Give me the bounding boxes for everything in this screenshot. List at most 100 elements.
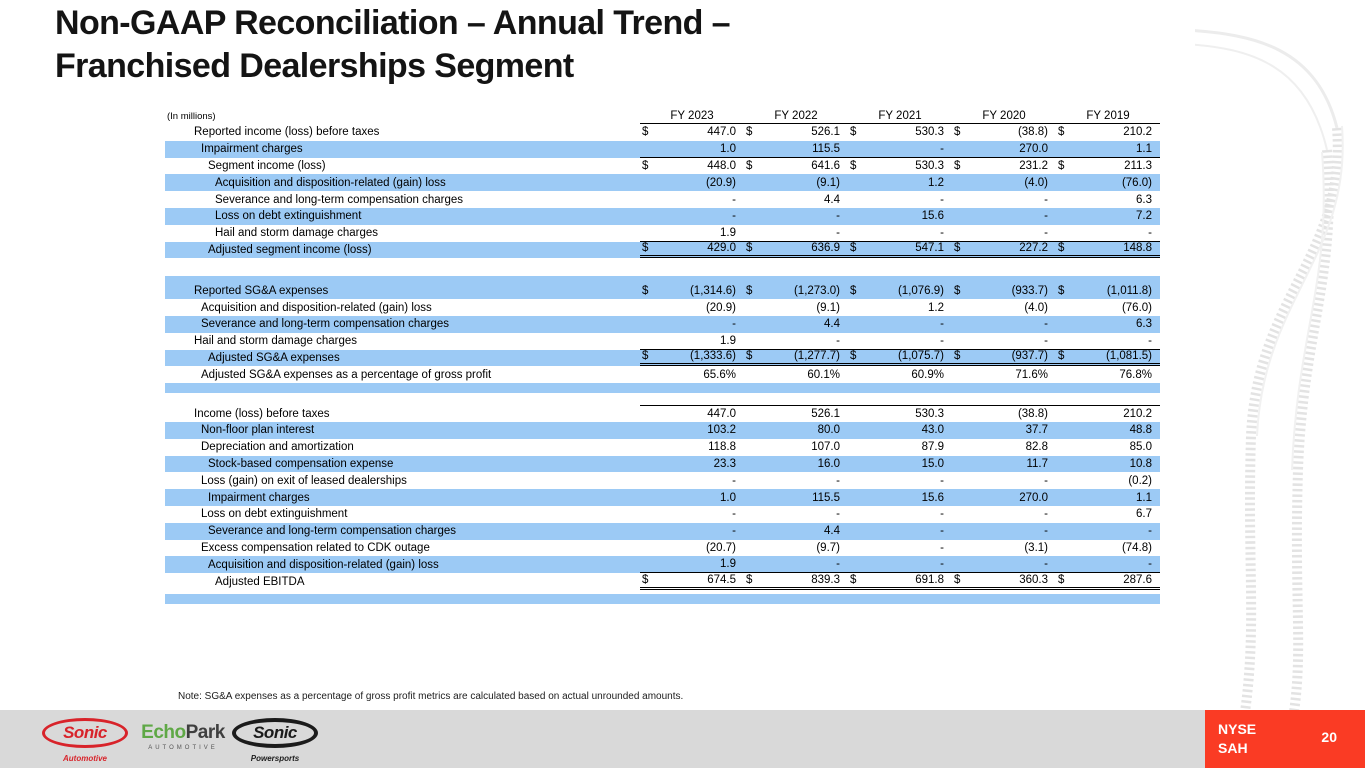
value-cell: 71.6% xyxy=(952,369,1056,381)
column-header: FY 2022 xyxy=(774,110,818,122)
dollar-sign xyxy=(1056,210,1066,222)
value-cell: $210.2 xyxy=(1056,126,1160,138)
cell-value: (4.0) xyxy=(1024,176,1048,189)
row-label: Impairment charges xyxy=(201,143,303,156)
value-cell: $ (1,075.7) xyxy=(848,350,952,362)
dollar-sign xyxy=(744,194,754,206)
value-cell: - xyxy=(952,475,1056,487)
row-values: 118.8 107.0 87.9 82.8 85.0 xyxy=(640,439,1160,456)
cell-value: 210.2 xyxy=(1123,408,1152,421)
cell-value: (933.7) xyxy=(1011,284,1048,297)
dollar-sign xyxy=(848,475,858,487)
value-cell: $448.0 xyxy=(640,160,744,172)
value-cell: - xyxy=(848,227,952,239)
value-cell: - xyxy=(952,558,1056,570)
echopark-wordmark: EchoPark xyxy=(141,722,225,743)
value-cell: - xyxy=(744,227,848,239)
dollar-sign xyxy=(952,408,962,420)
value-cell: 1.9 xyxy=(640,335,744,347)
cell-value: - xyxy=(1148,558,1152,571)
table-row: Acquisition and disposition-related (gai… xyxy=(165,299,1160,316)
value-cell: $ (1,076.9) xyxy=(848,285,952,297)
row-label: Hail and storm damage charges xyxy=(215,227,378,240)
spacer-row xyxy=(165,383,1160,394)
reconciliation-table: (In millions) FY 2023 FY 2022 FY 2021 FY 20… xyxy=(165,106,1160,604)
cell-value: 115.5 xyxy=(812,491,840,504)
dollar-sign xyxy=(848,143,858,155)
cell-value: (76.0) xyxy=(1121,301,1152,314)
dollar-sign xyxy=(744,369,754,381)
cell-value: 447.0 xyxy=(707,126,736,139)
cell-value: - xyxy=(940,541,944,554)
dollar-sign xyxy=(1056,508,1066,520)
dollar-sign xyxy=(640,408,650,420)
dollar-sign xyxy=(640,302,650,314)
value-cell: - xyxy=(848,558,952,570)
cell-value: 530.3 xyxy=(915,408,944,421)
value-cell: $547.1 xyxy=(848,242,952,254)
dollar-sign xyxy=(848,508,858,520)
dollar-sign xyxy=(640,492,650,504)
value-cell: 7.2 xyxy=(1056,210,1160,222)
value-cell: 4.4 xyxy=(744,194,848,206)
spacer-row xyxy=(165,593,1160,604)
value-cell: - xyxy=(952,194,1056,206)
value-cell: - xyxy=(952,335,1056,347)
dollar-sign xyxy=(1056,143,1066,155)
row-label: Segment income (loss) xyxy=(208,159,326,172)
cell-value: 37.7 xyxy=(1025,424,1048,437)
sonic-automotive-wordmark: Sonic xyxy=(42,718,128,748)
dollar-sign xyxy=(952,177,962,189)
dollar-sign xyxy=(952,302,962,314)
row-label: Hail and storm damage charges xyxy=(194,335,357,348)
cell-value: - xyxy=(940,334,944,347)
table-row: Adjusted SG&A expenses $ (1,333.6) $ (1,277.… xyxy=(165,349,1160,367)
dollar-sign xyxy=(848,227,858,239)
unit-label: (In millions) xyxy=(167,111,216,122)
dollar-sign xyxy=(848,335,858,347)
slide-title-line2: Franchised Dealerships Segment xyxy=(55,46,574,85)
value-cell: - xyxy=(744,475,848,487)
cell-value: 48.8 xyxy=(1129,424,1152,437)
cell-value: 118.8 xyxy=(708,441,736,454)
value-cell: 15.0 xyxy=(848,458,952,470)
row-values: - 4.4 - - 6.3 xyxy=(640,191,1160,208)
value-cell: (9.7) xyxy=(744,542,848,554)
dollar-sign xyxy=(848,542,858,554)
value-cell: $ (1,333.6) xyxy=(640,350,744,362)
cell-value: 1.1 xyxy=(1136,142,1152,155)
value-cell: 526.1 xyxy=(744,408,848,420)
row-label: Loss on debt extinguishment xyxy=(215,210,362,223)
dollar-sign: $ xyxy=(746,350,753,363)
dollar-sign xyxy=(952,194,962,206)
cell-value: - xyxy=(732,474,736,487)
cell-value: 60.1% xyxy=(807,368,840,381)
dollar-sign xyxy=(744,408,754,420)
dollar-sign xyxy=(744,475,754,487)
sonic-powersports-logo: Sonic Powersports xyxy=(232,718,318,766)
cell-value: 691.8 xyxy=(915,574,944,587)
cell-value: 231.2 xyxy=(1019,159,1048,172)
cell-value: (937.7) xyxy=(1011,350,1048,363)
value-cell: 87.9 xyxy=(848,441,952,453)
value-cell: - xyxy=(744,335,848,347)
value-cell: 16.0 xyxy=(744,458,848,470)
dollar-sign xyxy=(640,542,650,554)
value-cell: - xyxy=(848,508,952,520)
dollar-sign xyxy=(952,475,962,487)
dollar-sign xyxy=(1056,558,1066,570)
dollar-sign: $ xyxy=(954,242,961,255)
cell-value: 71.6% xyxy=(1015,368,1048,381)
cell-value: - xyxy=(1044,474,1048,487)
footer-bar: Sonic Automotive EchoPark AUTOMOTIVE Son… xyxy=(0,710,1365,768)
table-row: Acquisition and disposition-related (gai… xyxy=(165,174,1160,192)
dollar-sign xyxy=(952,558,962,570)
value-cell: 1.9 xyxy=(640,558,744,570)
value-cell: (4.0) xyxy=(952,177,1056,189)
value-cell: - xyxy=(1056,558,1160,570)
row-label: Adjusted EBITDA xyxy=(215,575,305,588)
dollar-sign: $ xyxy=(642,574,649,587)
dollar-sign xyxy=(744,302,754,314)
dollar-sign: $ xyxy=(642,284,649,297)
dollar-sign xyxy=(744,335,754,347)
